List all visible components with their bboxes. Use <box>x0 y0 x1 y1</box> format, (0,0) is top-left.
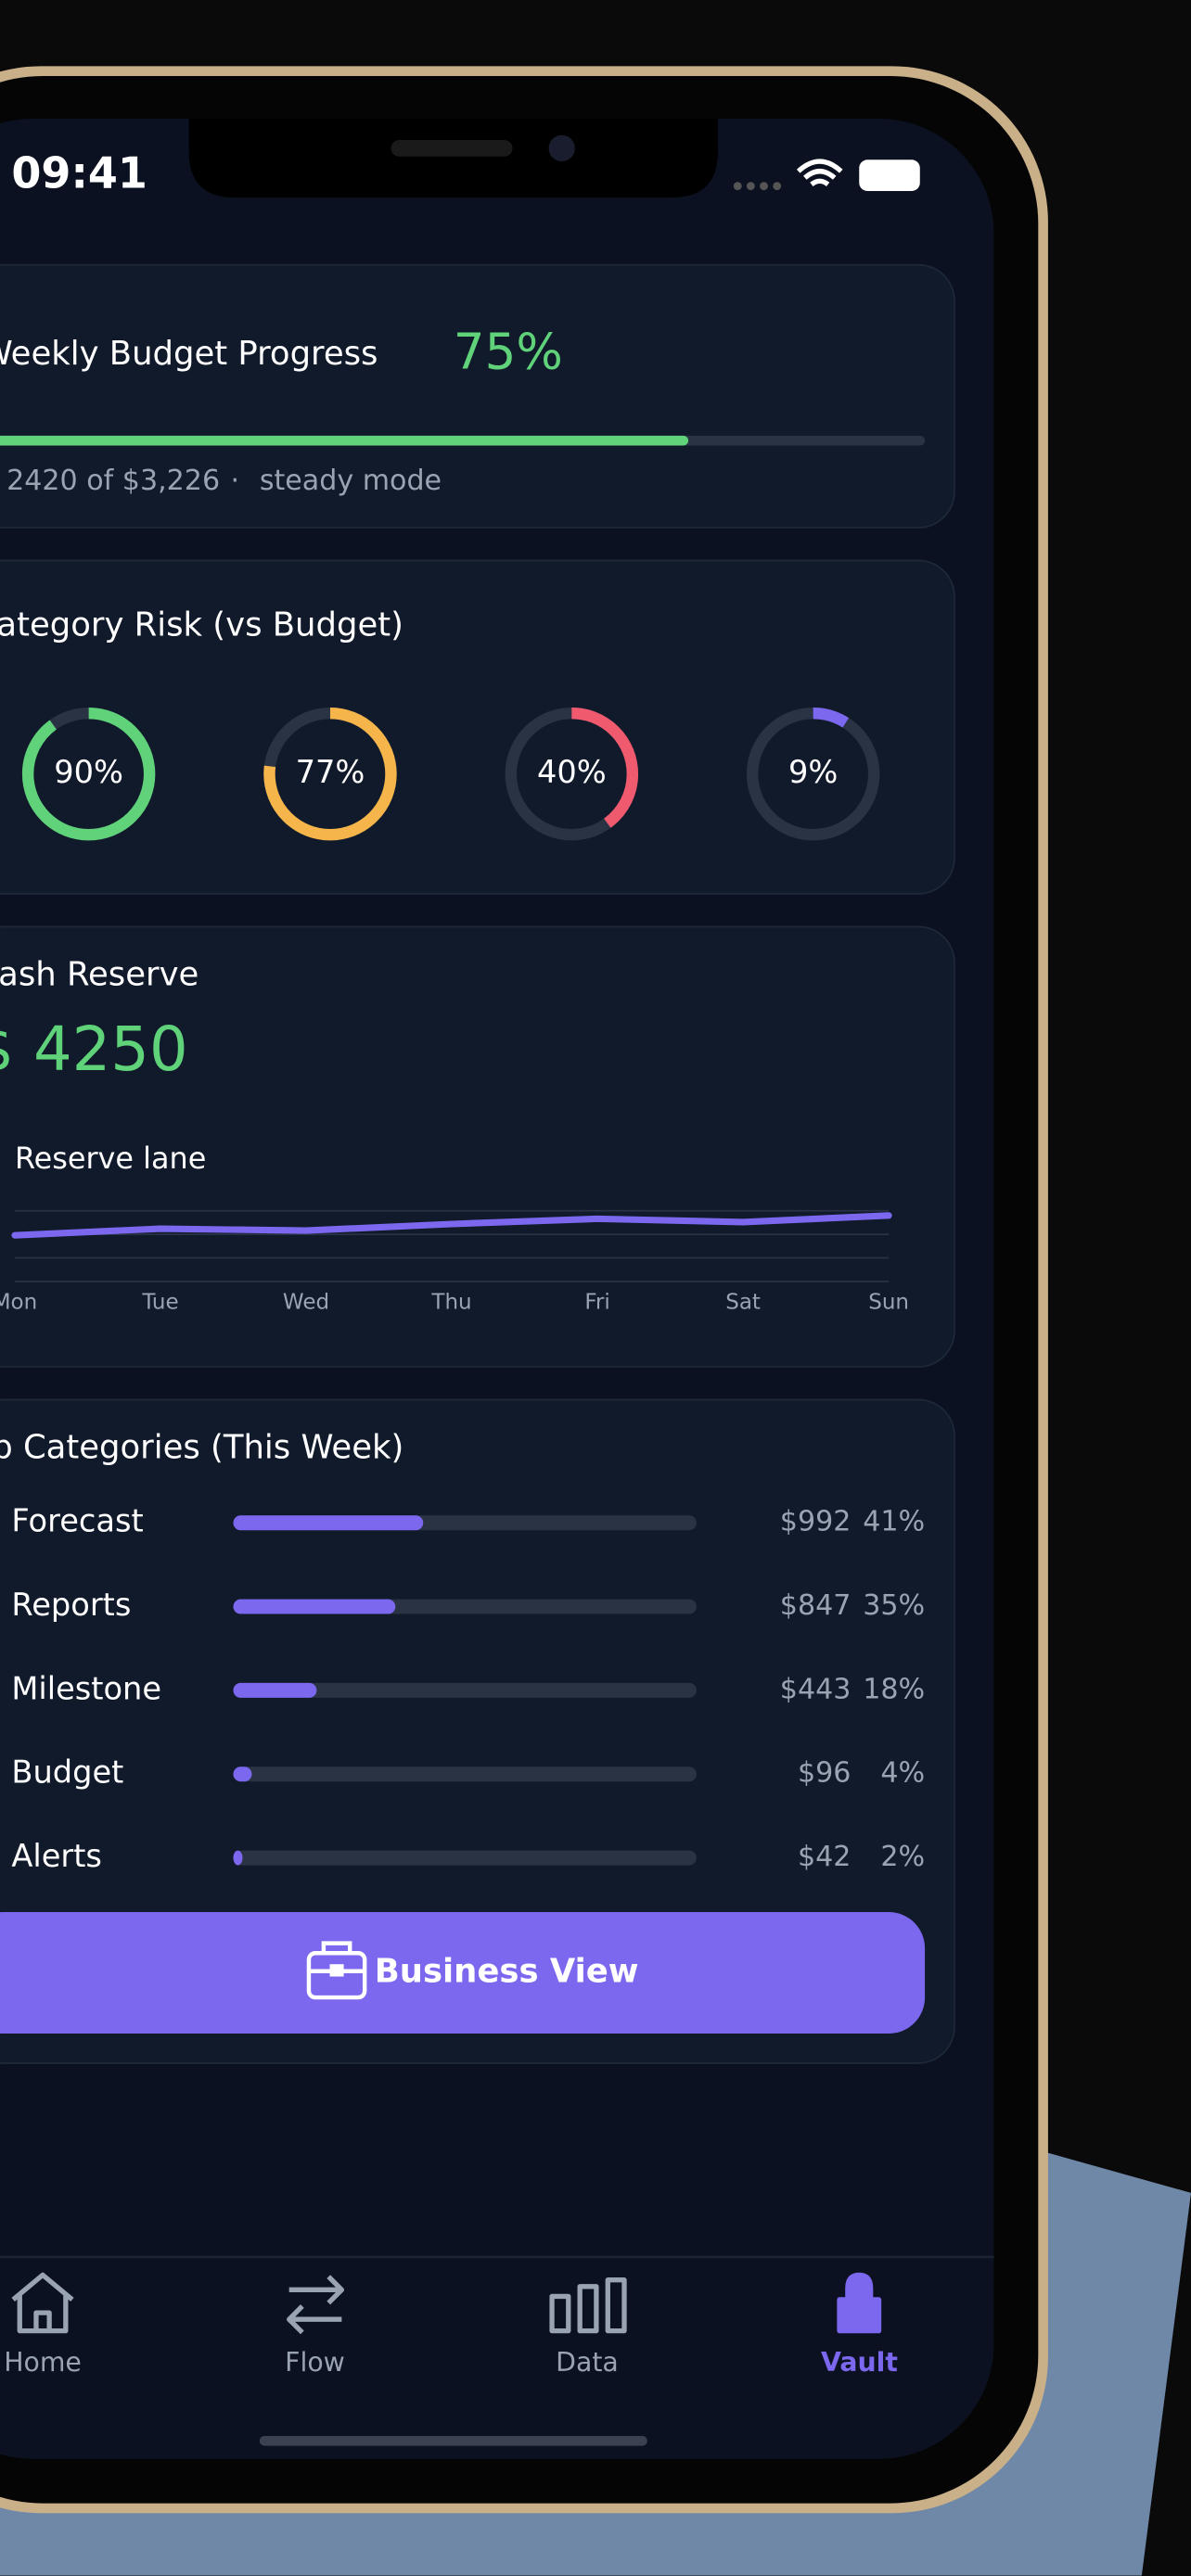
category-name: Alerts <box>11 1838 102 1874</box>
signal <box>733 182 782 191</box>
tab-label[interactable]: Home <box>4 2347 82 2378</box>
progress-label: 75% <box>454 324 563 381</box>
category-track <box>233 1766 697 1782</box>
budget-card <box>0 263 955 529</box>
category-share: 2% <box>880 1841 925 1873</box>
category-share: 35% <box>863 1589 925 1622</box>
progress-fill <box>0 435 689 446</box>
category-share: 4% <box>880 1757 925 1790</box>
tab-icons <box>11 2272 882 2335</box>
reserve-line <box>11 1212 892 1239</box>
x-tick-label: Fri <box>584 1290 609 1314</box>
category-bar <box>233 1682 317 1698</box>
category-amount: $42 <box>798 1841 851 1873</box>
home-indicator <box>259 2435 647 2446</box>
notch <box>188 119 718 198</box>
reserve-card <box>0 925 955 1368</box>
x-tick-label: Wed <box>283 1290 329 1314</box>
category-name: Forecast <box>11 1503 143 1539</box>
ring-arc <box>746 707 880 841</box>
category-name: Budget <box>11 1754 123 1791</box>
home-icon <box>11 2272 74 2334</box>
reserve-title: Cash Reserve <box>0 956 198 994</box>
battery-icon <box>859 159 920 191</box>
category-share: 41% <box>863 1506 925 1538</box>
risk-card <box>0 559 955 895</box>
category-bar <box>233 1599 396 1614</box>
x-tick-label: Tue <box>141 1290 178 1314</box>
data-icon <box>549 2277 627 2334</box>
reserve-amount: $ 4250 <box>0 1014 188 1085</box>
wifi-icon <box>796 159 843 187</box>
vault-icon <box>837 2272 882 2334</box>
x-tick-label: Sun <box>868 1290 909 1314</box>
x-tick-label: Sat <box>725 1290 761 1314</box>
briefcase-icon <box>306 1941 367 2000</box>
category-track <box>233 1682 697 1698</box>
budget-separator: · <box>230 465 239 497</box>
x-tick-label: Thu <box>430 1290 471 1314</box>
status-time: 09:41 <box>11 148 147 198</box>
ring-label: 90% <box>54 754 123 790</box>
button-label[interactable]: Business View <box>375 1953 639 1991</box>
top-title: Top Categories (This Week) <box>0 1429 403 1467</box>
category-name: Reports <box>11 1587 131 1623</box>
business-view-button[interactable]: Business View <box>0 1912 926 2034</box>
category-track <box>233 1850 697 1866</box>
tab-label[interactable]: Data <box>556 2347 619 2378</box>
button-background[interactable] <box>0 1912 926 2034</box>
category-share: 18% <box>863 1673 925 1705</box>
ring-label: 77% <box>296 754 365 790</box>
category-bar <box>233 1515 424 1531</box>
chart-title: Reserve lane <box>15 1141 206 1176</box>
category-amount: $443 <box>780 1673 852 1705</box>
camera <box>548 134 575 162</box>
top-card <box>0 1398 955 2064</box>
ring-arc <box>263 707 397 841</box>
budget-title: Weekly Budget Progress <box>0 335 378 373</box>
tab-label[interactable]: Vault <box>821 2347 898 2378</box>
risk-title: Category Risk (vs Budget) <box>0 606 403 644</box>
category-amount: $96 <box>798 1757 851 1790</box>
flow-icon <box>287 2275 345 2335</box>
speaker <box>391 140 513 157</box>
ring-label: 9% <box>788 754 838 790</box>
category-name: Milestone <box>11 1670 161 1706</box>
budget-mode: steady mode <box>260 465 442 497</box>
tab-label[interactable]: Flow <box>285 2347 345 2378</box>
budget-spent: 2420 of $3,226 <box>6 465 220 497</box>
x-tick-label: Mon <box>0 1290 37 1314</box>
ring-arc <box>505 707 639 841</box>
ring-arc <box>21 707 156 841</box>
category-amount: $847 <box>780 1589 852 1622</box>
category-bar <box>233 1766 252 1782</box>
ring-label: 40% <box>537 754 607 790</box>
category-bar <box>233 1850 243 1866</box>
category-amount: $992 <box>780 1506 852 1538</box>
